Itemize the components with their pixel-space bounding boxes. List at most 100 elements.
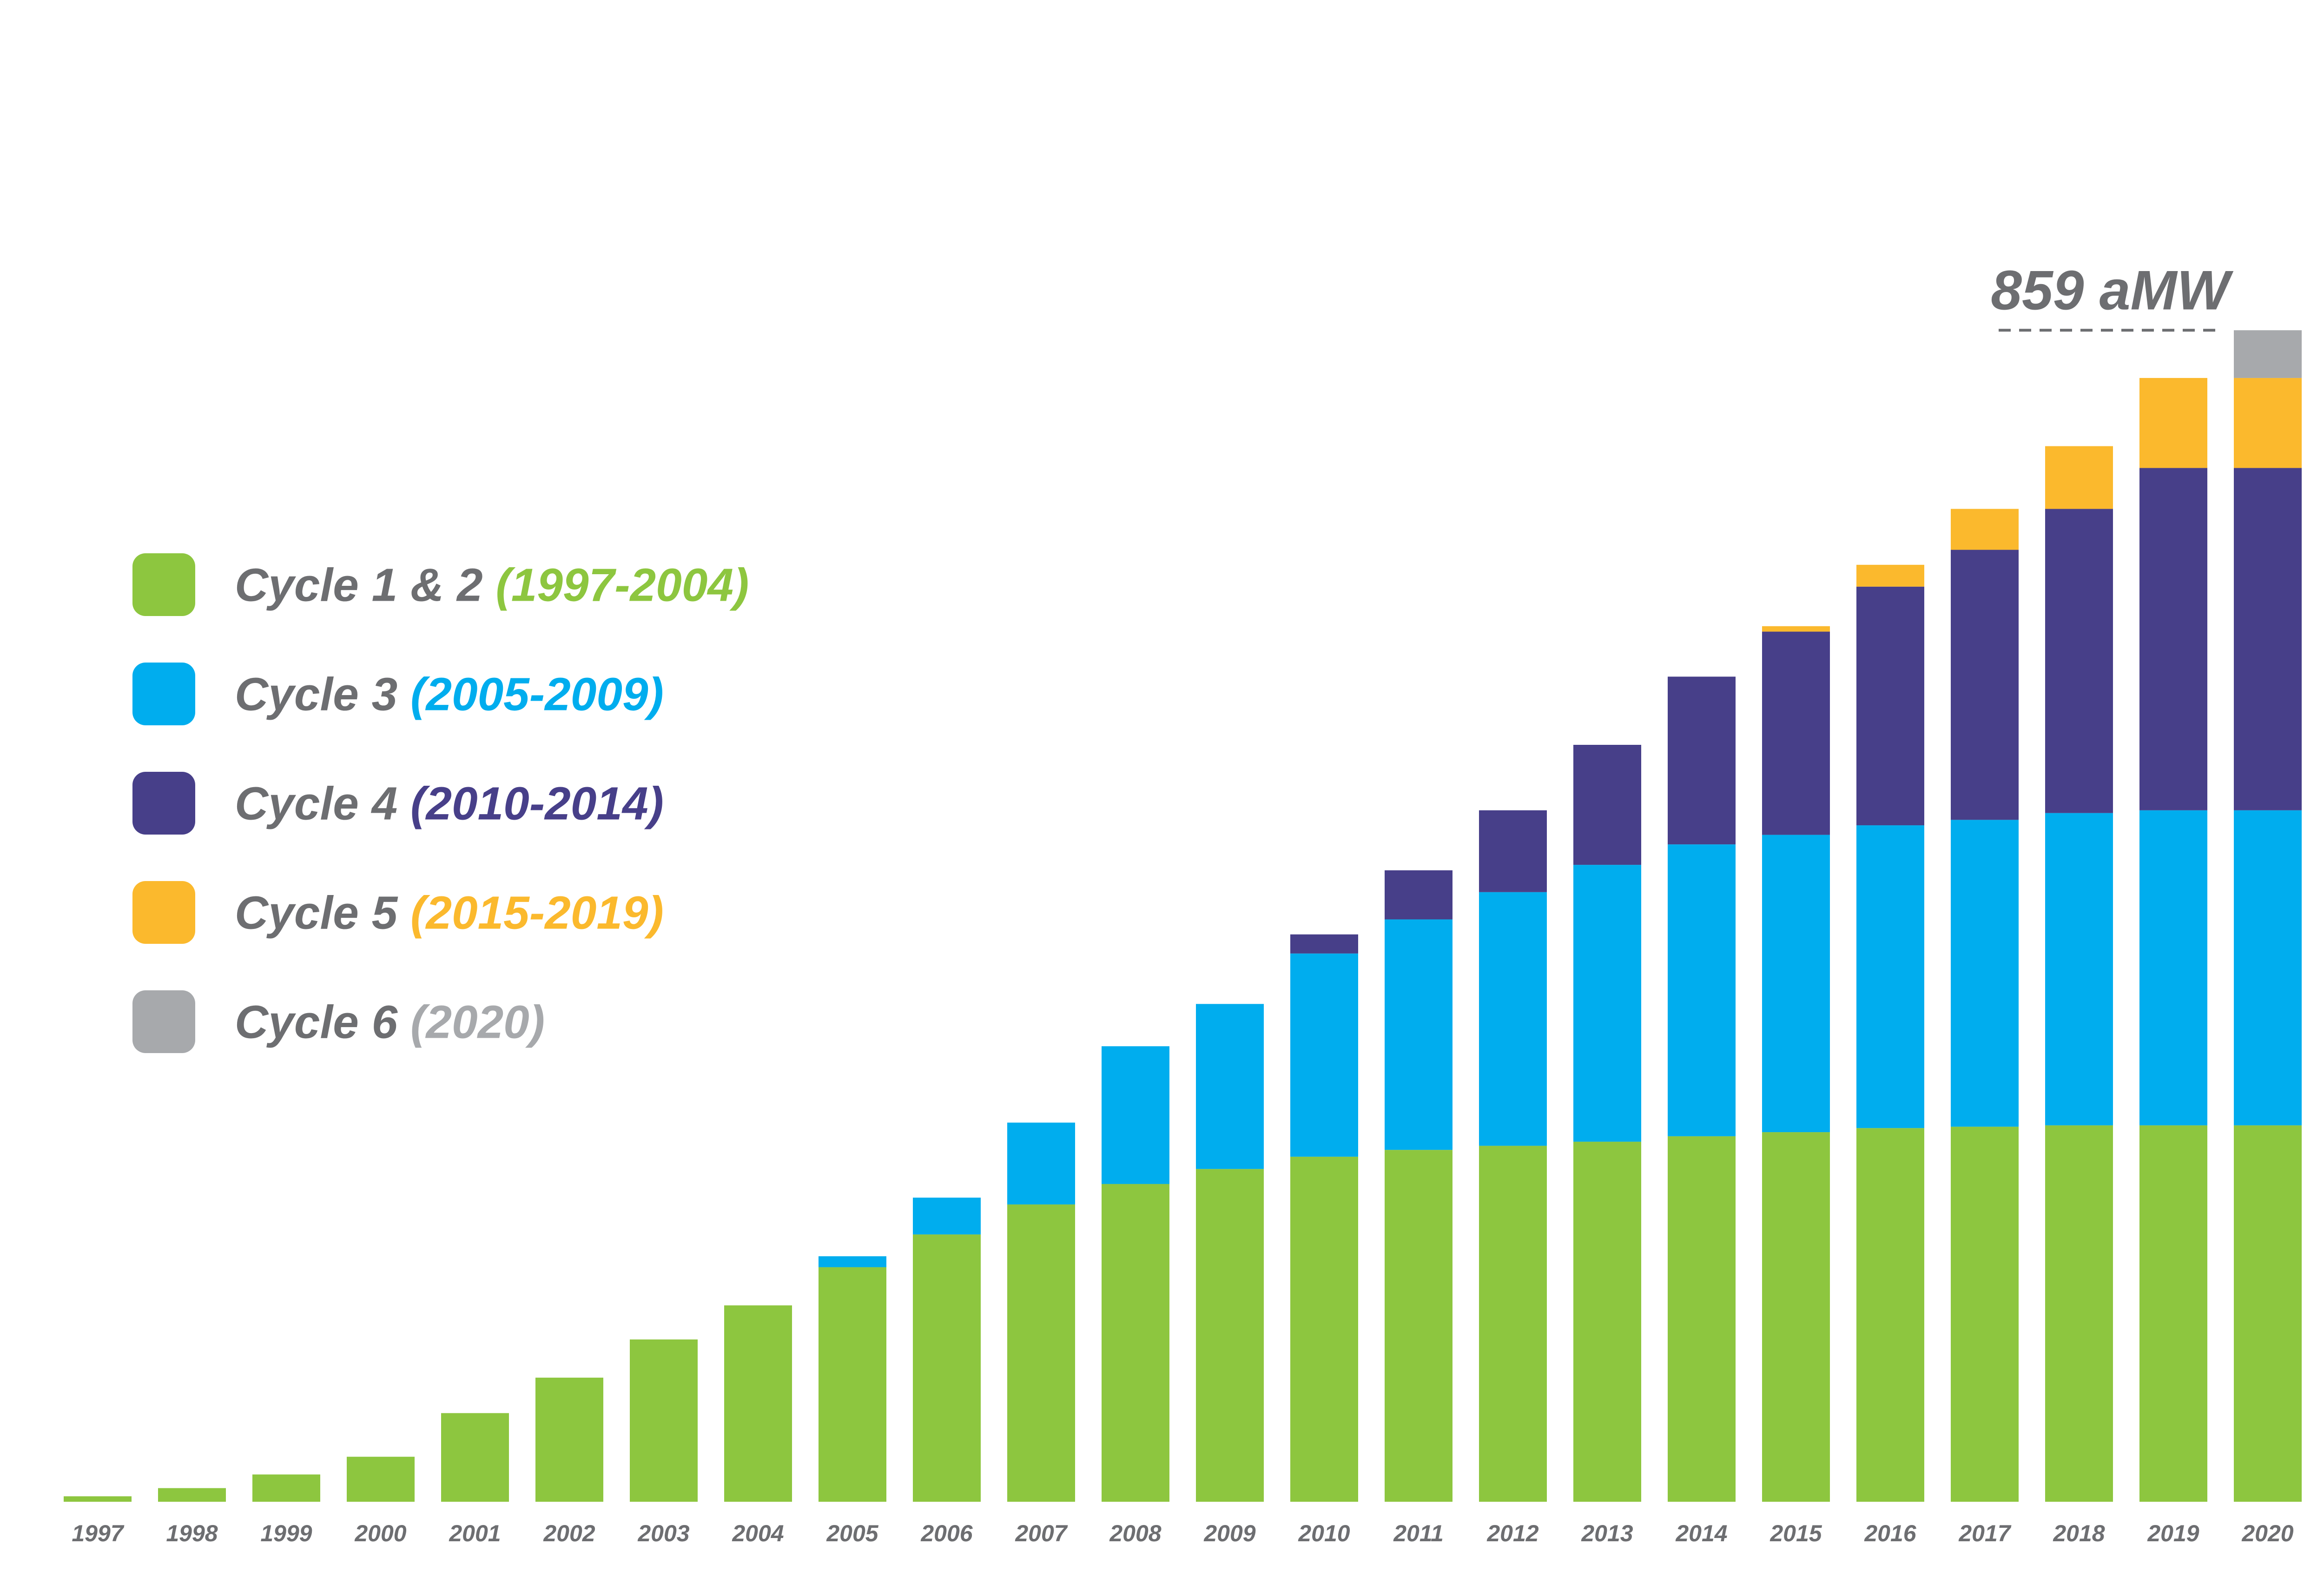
legend-label-cycle-3: Cycle 3 (2005-2009) [235,669,664,721]
bar-cycle-4-2017 [1951,550,2019,820]
legend-series-period: (1997-2004) [495,559,749,611]
bar-cycle-1-2-2014 [1668,1136,1736,1502]
bar-cycle-4-2011 [1385,870,1452,920]
bar-cycle-1-2-1999 [252,1474,320,1502]
bar-cycle-3-2012 [1479,892,1547,1146]
legend-label-cycle-4: Cycle 4 (2010-2014) [235,778,664,830]
legend: Cycle 1 & 2 (1997-2004) Cycle 3 (2005-200… [132,553,749,1053]
bar-cycle-4-2015 [1762,631,1830,835]
legend-swatch-cycle-6 [132,990,195,1053]
bar-cycle-3-2010 [1290,953,1358,1157]
annotation-label: 859 aMW [1991,259,2233,321]
bar-cycle-3-2015 [1762,835,1830,1133]
legend-label-cycle-5: Cycle 5 (2015-2019) [235,887,664,939]
x-tick-label-2001: 2001 [449,1520,501,1546]
bar-cycle-4-2014 [1668,676,1736,845]
x-tick-label-2015: 2015 [1769,1520,1822,1546]
legend-series-period: (2010-2014) [410,778,664,830]
bar-cycle-4-2020 [2234,468,2302,810]
legend-series-name: Cycle 1 & 2 [235,559,495,611]
bar-cycle-1-2-2016 [1856,1128,1924,1502]
x-tick-label-2020: 2020 [2241,1520,2293,1546]
x-tick-label-1998: 1998 [166,1520,218,1546]
x-tick-label-1999: 1999 [260,1520,312,1546]
bar-cycle-3-2020 [2234,810,2302,1126]
x-tick-label-2009: 2009 [1203,1520,1255,1546]
bar-cycle-1-2-2005 [819,1267,886,1502]
legend-swatch-cycle-5 [132,881,195,944]
x-tick-label-2012: 2012 [1486,1520,1538,1546]
x-tick-label-2016: 2016 [1864,1520,1916,1546]
x-tick-label-2011: 2011 [1393,1520,1444,1546]
bar-cycle-3-2006 [913,1197,981,1235]
total-annotation: 859 aMW [1991,259,2233,332]
bar-cycle-3-2014 [1668,844,1736,1136]
bar-cycle-5-2015 [1762,626,1830,632]
x-tick-label-2008: 2008 [1109,1520,1161,1546]
bar-cycle-1-2-2007 [1007,1204,1075,1502]
bar-cycle-3-2008 [1102,1046,1169,1184]
bar-cycle-1-2-2015 [1762,1132,1830,1502]
x-tick-label-2006: 2006 [920,1520,973,1546]
bar-cycle-3-2019 [2139,810,2207,1126]
bar-cycle-1-2-2003 [630,1339,698,1502]
x-axis-tick-labels: 1997 1998 1999 2000 2001 2002 2003 2004 2005 2006… [72,1520,2293,1546]
legend-swatch-cycle-4 [132,772,195,835]
bar-cycle-4-2016 [1856,586,1924,826]
x-tick-label-2013: 2013 [1581,1520,1633,1546]
x-tick-label-2019: 2019 [2147,1520,2199,1546]
x-tick-label-2005: 2005 [826,1520,878,1546]
legend-series-name: Cycle 6 [235,996,410,1048]
bar-cycle-1-2-2006 [913,1234,981,1502]
x-tick-label-2000: 2000 [354,1520,406,1546]
x-tick-label-2003: 2003 [637,1520,689,1546]
bar-cycle-1-2-1997 [64,1496,132,1502]
bar-cycle-3-2009 [1196,1004,1264,1169]
bar-cycle-1-2-2000 [347,1457,415,1502]
bars-group [64,330,2302,1502]
legend-series-period: (2015-2019) [410,887,664,939]
bar-cycle-3-2011 [1385,919,1452,1150]
bar-cycle-4-2013 [1573,745,1641,865]
bar-cycle-1-2-2019 [2139,1125,2207,1502]
legend-label-cycle-6: Cycle 6 (2020) [235,996,545,1048]
legend-label-cycle-1-2: Cycle 1 & 2 (1997-2004) [235,559,749,611]
bar-cycle-5-2018 [2045,446,2113,509]
bar-cycle-3-2007 [1007,1122,1075,1205]
legend-series-period: (2005-2009) [410,669,664,721]
bar-cycle-1-2-2011 [1385,1150,1452,1502]
bar-cycle-5-2016 [1856,564,1924,587]
bar-cycle-4-2010 [1290,934,1358,954]
bar-cycle-6-2020 [2234,330,2302,378]
bar-cycle-1-2-2004 [724,1305,792,1502]
x-tick-label-1997: 1997 [72,1520,124,1546]
bar-cycle-1-2-2009 [1196,1169,1264,1502]
legend-series-period: (2020) [410,996,545,1048]
bar-cycle-1-2-2013 [1573,1141,1641,1502]
legend-swatch-cycle-3 [132,663,195,725]
bar-cycle-4-2012 [1479,810,1547,892]
x-tick-label-2017: 2017 [1958,1520,2011,1546]
bar-cycle-4-2018 [2045,509,2113,813]
legend-series-name: Cycle 5 [235,887,410,939]
bar-cycle-1-2-2002 [535,1378,603,1502]
x-tick-label-2014: 2014 [1675,1520,1727,1546]
legend-series-name: Cycle 3 [235,669,410,721]
x-tick-label-2002: 2002 [543,1520,595,1546]
bar-cycle-3-2018 [2045,813,2113,1126]
x-tick-label-2018: 2018 [2053,1520,2105,1546]
bar-cycle-1-2-2012 [1479,1146,1547,1502]
x-tick-label-2004: 2004 [732,1520,784,1546]
bar-cycle-3-2005 [819,1256,886,1267]
bar-cycle-1-2-1998 [158,1488,226,1502]
bar-cycle-5-2019 [2139,378,2207,468]
bar-cycle-1-2-2001 [441,1413,509,1502]
legend-swatch-cycle-1-2 [132,553,195,616]
bar-cycle-1-2-2020 [2234,1125,2302,1502]
legend-series-name: Cycle 4 [235,778,410,830]
x-tick-label-2007: 2007 [1015,1520,1068,1546]
bar-cycle-3-2013 [1573,865,1641,1142]
bar-cycle-1-2-2018 [2045,1125,2113,1502]
x-tick-label-2010: 2010 [1298,1520,1350,1546]
